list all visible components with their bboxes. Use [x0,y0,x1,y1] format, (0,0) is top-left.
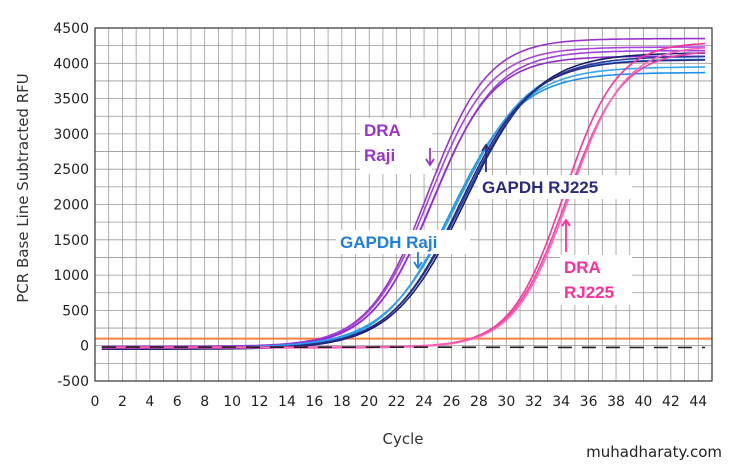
y-tick-label: 4000 [53,56,89,72]
y-tick-label: 500 [62,303,89,319]
y-tick-label: 2500 [53,162,89,178]
series-line-gapdh-raji [101,66,706,349]
annotation-label: RJ225 [564,283,614,302]
annotation-background [478,175,632,199]
x-tick-label: 24 [415,394,433,410]
y-tick-label: 1000 [53,268,89,284]
y-tick-label: 3000 [53,127,89,143]
x-tick-label: 8 [200,394,209,410]
series-line-gapdh-raji [101,71,706,350]
x-tick-label: 6 [173,394,182,410]
chart-grid [94,27,713,382]
annotation-dra-rj225: DRA RJ225 [560,218,632,305]
annotation-arrowhead [413,261,423,270]
y-tick-label: -500 [57,374,89,390]
series-line-gapdh-rj225 [101,59,706,350]
annotations-group: DRA Raji GAPDH RJ225 GAPDH Raji DRA RJ225 [336,118,632,305]
annotation-label: DRA [364,121,401,140]
axes-group [94,27,713,382]
y-axis-title: PCR Base Line Subtracted RFU [14,73,32,303]
x-tick-label: 12 [251,394,269,410]
x-tick-label: 28 [470,394,488,410]
x-tick-label: 40 [635,394,653,410]
x-tick-label: 36 [580,394,598,410]
x-tick-label: 38 [607,394,625,410]
x-tick-label: 14 [278,394,296,410]
x-tick-label: 16 [305,394,323,410]
series-group [101,37,706,350]
annotation-background [560,255,632,305]
annotation-label: Raji [364,146,395,165]
plot-frame [94,27,713,382]
annotation-background [336,230,470,254]
annotation-arrowhead [425,158,435,167]
annotation-label: GAPDH Raji [340,233,437,252]
y-tick-label: 0 [80,339,89,355]
x-axis-title: Cycle [383,430,424,448]
x-tick-label: 10 [223,394,241,410]
x-tick-label: 44 [689,394,707,410]
x-tick-label: 20 [360,394,378,410]
x-tick-label: 42 [662,394,680,410]
x-tick-label: 22 [388,394,406,410]
x-tick-label: 2 [118,394,127,410]
y-tick-label: 1500 [53,233,89,249]
y-tick-label: 2000 [53,198,89,214]
annotation-gapdh-rj225: GAPDH RJ225 [478,143,632,199]
x-tick-label: 34 [552,394,570,410]
y-tick-label: 4500 [53,21,89,37]
annotation-gapdh-raji: GAPDH Raji [336,230,470,270]
annotation-background [360,118,432,174]
x-tick-label: 26 [443,394,461,410]
annotation-dra-raji: DRA Raji [360,118,435,174]
x-tick-label: 4 [145,394,154,410]
watermark-text: muhadharaty.com [586,443,722,461]
y-tick-label: 3500 [53,92,89,108]
x-tick-label: 0 [91,394,100,410]
annotation-label: DRA [564,258,601,277]
x-tick-label: 32 [525,394,543,410]
annotation-arrowhead [561,218,571,227]
annotation-label: GAPDH RJ225 [482,178,598,197]
tick-labels: 0 2 4 6 8 10 12 14 16 18 20 22 24 26 28 30 32 34 36 38 40 42 4… [53,21,707,410]
x-tick-label: 18 [333,394,351,410]
x-tick-label: 30 [497,394,515,410]
annotation-arrowhead [481,143,491,152]
